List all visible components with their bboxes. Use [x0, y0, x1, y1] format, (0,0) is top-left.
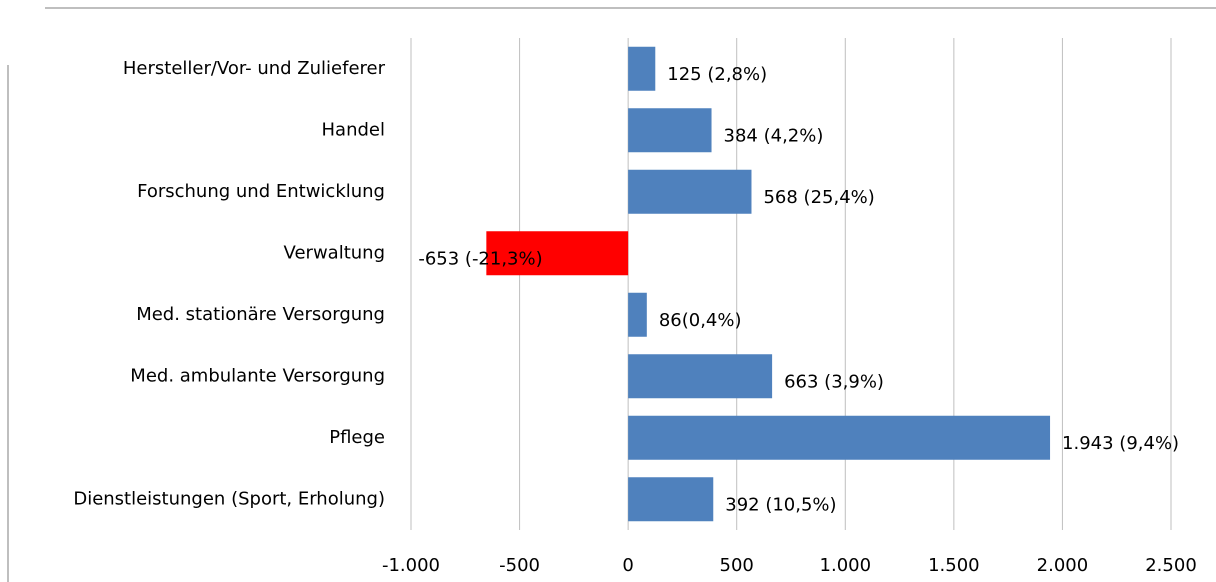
x-tick-label: 2.000: [1037, 555, 1089, 576]
y-tick-label: Med. stationäre Versorgung: [136, 304, 385, 325]
x-tick-label: -500: [499, 555, 540, 576]
value-label: 663 (3,9%): [784, 371, 884, 392]
y-tick-label: Handel: [322, 119, 385, 140]
bar: [628, 108, 712, 153]
x-tick-label: 2.500: [1145, 555, 1197, 576]
y-tick-label: Med. ambulante Versorgung: [130, 365, 385, 386]
bar: [486, 231, 629, 276]
value-label: 125 (2,8%): [667, 64, 767, 85]
x-tick-label: 1.000: [820, 555, 872, 576]
bar: [628, 354, 773, 399]
x-tick-label: 1.500: [928, 555, 980, 576]
bar: [628, 477, 714, 522]
x-tick-label: 0: [622, 555, 633, 576]
bar: [628, 415, 1051, 460]
bar: [628, 169, 752, 214]
y-tick-label: Hersteller/Vor- und Zulieferer: [123, 58, 386, 79]
value-label: 384 (4,2%): [724, 125, 824, 146]
x-tick-label: 500: [720, 555, 754, 576]
value-label: 392 (10,5%): [725, 494, 836, 515]
value-label: -653 (-21,3%): [418, 248, 542, 269]
value-label: 1.943 (9,4%): [1062, 433, 1179, 454]
value-label: 568 (25,4%): [763, 187, 874, 208]
bar: [628, 46, 656, 91]
bar: [628, 292, 647, 337]
y-tick-label: Verwaltung: [284, 242, 385, 263]
y-tick-label: Pflege: [329, 427, 385, 448]
y-tick-label: Dienstleistungen (Sport, Erholung): [73, 488, 385, 509]
x-tick-label: -1.000: [382, 555, 440, 576]
value-label: 86(0,4%): [659, 310, 742, 331]
y-tick-label: Forschung und Entwicklung: [137, 181, 385, 202]
